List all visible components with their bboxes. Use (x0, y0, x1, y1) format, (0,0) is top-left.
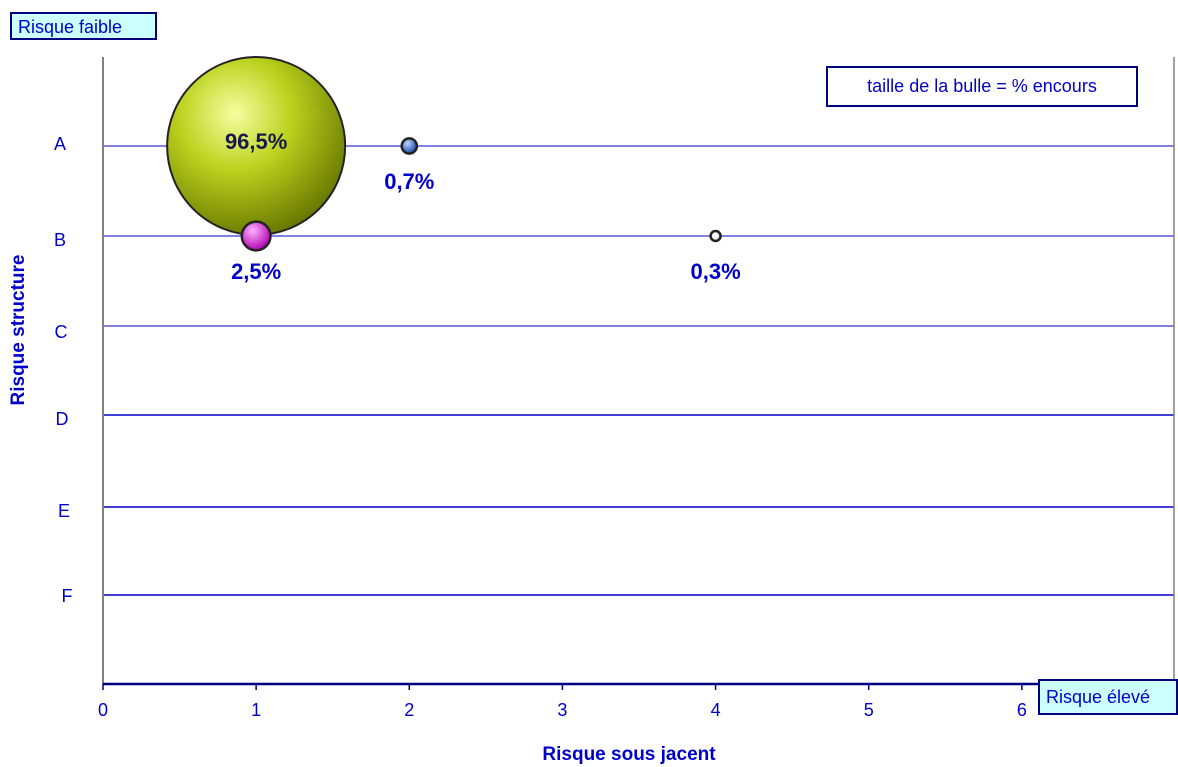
bubble-a-2 (400, 137, 419, 155)
low-risk-label: Risque faible (10, 12, 157, 40)
x-tick-label-4: 4 (711, 700, 721, 720)
bubble-label-a-2: 0,7% (384, 169, 434, 194)
bubble-b-1 (240, 220, 272, 252)
high-risk-label: Risque élevé (1038, 679, 1178, 715)
bubble-label-a-1: 96,5% (225, 129, 287, 154)
x-tick-label-5: 5 (864, 700, 874, 720)
bubble-label-b-1: 2,5% (231, 259, 281, 284)
legend-text: taille de la bulle = % encours (867, 76, 1097, 96)
x-tick-label-2: 2 (404, 700, 414, 720)
y-tick-label-b: B (54, 230, 66, 250)
y-tick-label-e: E (58, 501, 70, 521)
y-tick-label-c: C (55, 322, 68, 342)
x-tick-label-1: 1 (251, 700, 261, 720)
y-tick-label-a: A (54, 134, 66, 154)
bubble-label-b-4: 0,3% (690, 259, 740, 284)
x-tick-label-6: 6 (1017, 700, 1027, 720)
x-tick-label-3: 3 (557, 700, 567, 720)
bubble-b-4 (709, 229, 722, 243)
y-tick-label-d: D (56, 409, 69, 429)
x-axis-title: Risque sous jacent (542, 744, 716, 765)
y-tick-label-f: F (62, 586, 73, 606)
x-tick-label-0: 0 (98, 700, 108, 720)
legend-box: taille de la bulle = % encours (826, 66, 1138, 107)
y-axis-title: Risque structure (8, 254, 29, 406)
